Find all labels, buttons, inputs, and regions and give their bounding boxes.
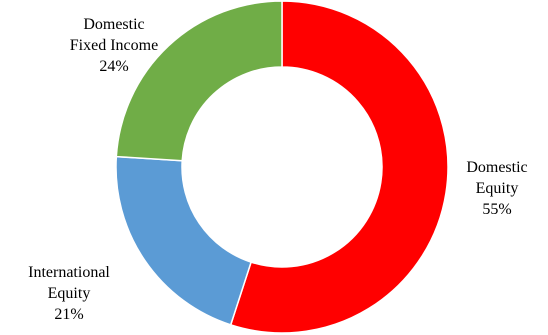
- slice-label-line-2: Equity: [475, 180, 519, 197]
- slice-label-domestic-fixed-income: Domestic Fixed Income 24%: [34, 14, 194, 77]
- slice-label-line-1: International: [28, 264, 110, 281]
- slice-value-label: 24%: [99, 58, 129, 75]
- slices-group: [115, 0, 449, 334]
- slice-label-line-2: Equity: [47, 285, 91, 302]
- slice-label-domestic-equity: Domestic Equity 55%: [455, 157, 539, 220]
- slice-label-line-1: Domestic: [466, 159, 528, 176]
- slice-domestic-fixed-income: [115, 0, 283, 162]
- slice-label-line-1: Domestic: [83, 16, 145, 33]
- slice-label-line-2: Fixed Income: [69, 37, 159, 54]
- slice-value-label: 21%: [54, 306, 84, 323]
- slice-label-international-equity: International Equity 21%: [10, 262, 128, 325]
- slice-international-equity: [115, 155, 253, 326]
- slice-value-label: 55%: [482, 201, 512, 218]
- slice-domestic-equity: [229, 0, 449, 334]
